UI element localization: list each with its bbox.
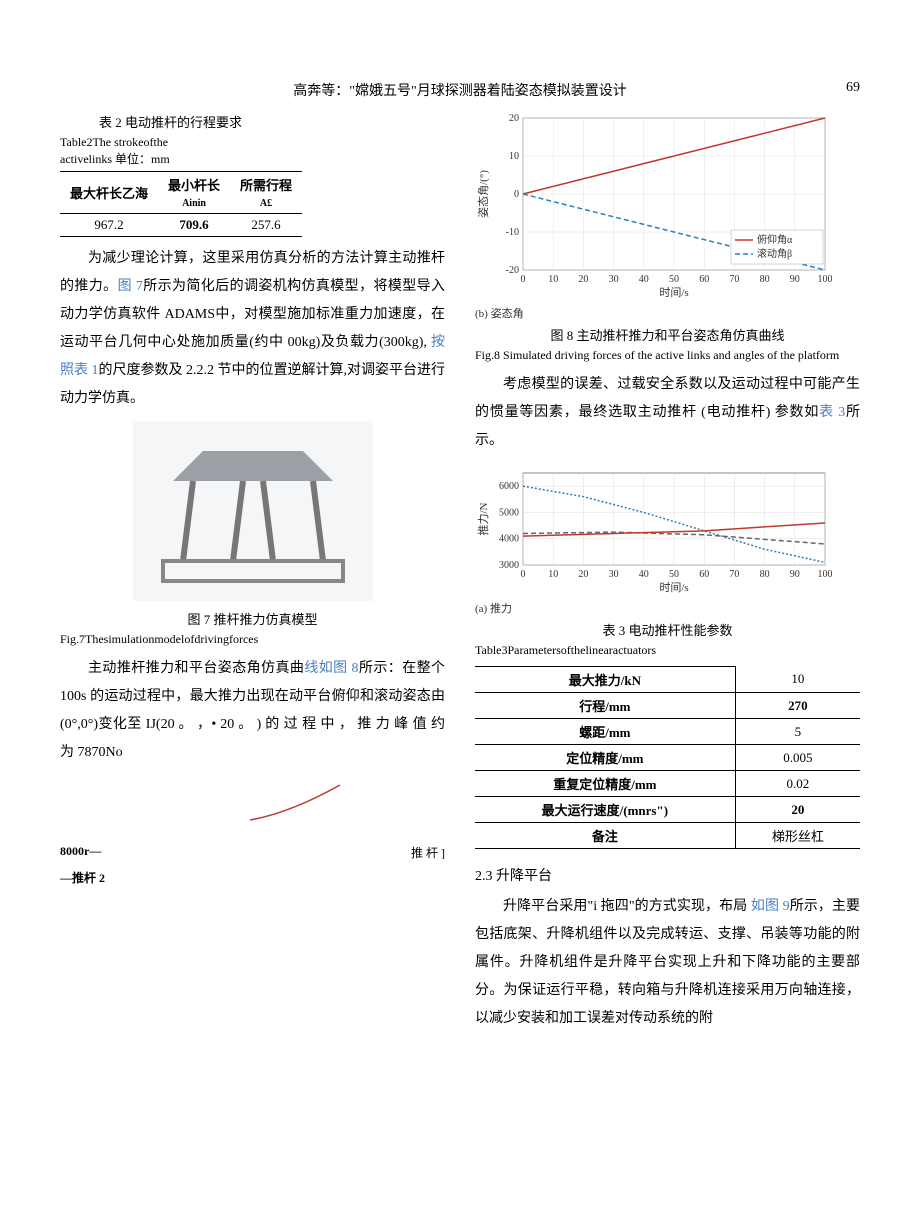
svg-text:4000: 4000: [499, 534, 519, 545]
fragment-labels: 8000r— 推 杆 ]: [60, 840, 445, 865]
right-para-2: 升降平台采用"i 拖四"的方式实现，布局 如图 9所示，主要包括底架、升降机组件…: [475, 893, 860, 1033]
svg-text:80: 80: [760, 274, 770, 285]
svg-text:滚动角β: 滚动角β: [757, 247, 792, 260]
svg-text:70: 70: [729, 569, 739, 580]
right-para-1: 考虑模型的误差、过载安全系数以及运动过程中可能产生的惯量等因素，最终选取主动推杆…: [475, 371, 860, 455]
fig8-caption-cn: 图 8 主动推杆推力和平台姿态角仿真曲线: [475, 325, 860, 344]
table2-h2: 最小杆长 Ainin: [158, 172, 230, 214]
chart-b-sublabel: (b) 姿态角: [475, 305, 860, 321]
table2-v3: 257.6: [230, 214, 302, 237]
svg-text:70: 70: [729, 274, 739, 285]
svg-text:90: 90: [790, 569, 800, 580]
svg-text:10: 10: [509, 151, 519, 162]
svg-text:-20: -20: [506, 265, 519, 276]
svg-text:时间/s: 时间/s: [659, 286, 688, 298]
table2-v2: 709.6: [158, 214, 230, 237]
page-number: 69: [846, 80, 860, 96]
table2-caption-en: Table2The strokeofthe activelinks 单位：mm: [60, 135, 180, 167]
right-column: 0102030405060708090100-20-1001020时间/s姿态角…: [475, 108, 860, 1041]
svg-text:60: 60: [699, 274, 709, 285]
fig7-link[interactable]: 图 7: [118, 279, 143, 294]
table2-caption-cn: 表 2 电动推杆的行程要求: [60, 112, 445, 131]
svg-text:3000: 3000: [499, 560, 519, 571]
svg-text:50: 50: [669, 569, 679, 580]
table2-v1: 967.2: [60, 214, 158, 237]
svg-text:50: 50: [669, 274, 679, 285]
chart-attitude-angle: 0 10 20 30 40 50 60 70 80 90 100 -20 -10 0 10 20 时间/s 姿态角…: [475, 108, 835, 298]
svg-text:推力/N: 推力/N: [476, 502, 490, 535]
svg-text:0: 0: [514, 189, 519, 200]
svg-text:90: 90: [790, 274, 800, 285]
left-para-2: 主动推杆推力和平台姿态角仿真曲线如图 8所示：在整个 100s 的运动过程中，最…: [60, 655, 445, 767]
svg-text:30: 30: [609, 274, 619, 285]
left-chart-fragment: [60, 775, 360, 835]
svg-text:80: 80: [760, 569, 770, 580]
chart-thrust: 0 10 20 30 40 50 60 70 80 90 100 3000 4000 5000 6000 时间…: [475, 463, 835, 593]
svg-text:30: 30: [609, 569, 619, 580]
svg-text:20: 20: [578, 274, 588, 285]
svg-text:6000: 6000: [499, 481, 519, 492]
left-column: 表 2 电动推杆的行程要求 Table2The strokeofthe acti…: [60, 108, 445, 1041]
svg-text:时间/s: 时间/s: [659, 581, 688, 593]
svg-text:姿态角/(°): 姿态角/(°): [477, 170, 490, 218]
svg-text:5000: 5000: [499, 507, 519, 518]
section-2-3-title: 2.3 升降平台: [475, 865, 860, 885]
table2-h1: 最大杆长乙海: [60, 172, 158, 214]
svg-text:100: 100: [818, 274, 833, 285]
svg-text:0: 0: [521, 274, 526, 285]
svg-text:10: 10: [548, 274, 558, 285]
svg-text:10: 10: [548, 569, 558, 580]
table3: 最大推力/kN10 行程/mm270 螺距/mm5 定位精度/mm0.005 重…: [475, 666, 860, 849]
fig7-caption-en: Fig.7Thesimulationmodelofdrivingforces: [60, 632, 445, 647]
table3-caption-en: Table3Parametersofthelinearactuators: [475, 643, 860, 658]
svg-text:100: 100: [818, 569, 833, 580]
fig7-caption-cn: 图 7 推杆推力仿真模型: [60, 609, 445, 628]
svg-text:40: 40: [639, 274, 649, 285]
svg-text:-10: -10: [506, 227, 519, 238]
svg-text:20: 20: [509, 113, 519, 124]
table2: 最大杆长乙海 最小杆长 Ainin 所需行程 A£ 967.2 709.6 25…: [60, 171, 302, 237]
table2-h3: 所需行程 A£: [230, 172, 302, 214]
table3-caption-cn: 表 3 电动推杆性能参数: [475, 620, 860, 639]
header-title: 高奔等："嫦娥五号"月球探测器着陆姿态模拟装置设计: [293, 84, 626, 99]
fig8-link[interactable]: 线如图 8: [304, 661, 358, 676]
svg-text:40: 40: [639, 569, 649, 580]
fragment-label-2: —推杆 2: [60, 869, 445, 886]
page-header: 高奔等："嫦娥五号"月球探测器着陆姿态模拟装置设计 69: [60, 80, 860, 100]
svg-text:0: 0: [521, 569, 526, 580]
chart-a-sublabel: (a) 推力: [475, 600, 860, 616]
table3-link[interactable]: 表 3: [819, 405, 845, 420]
svg-text:60: 60: [699, 569, 709, 580]
left-para-1: 为减少理论计算，这里采用仿真分析的方法计算主动推杆的推力。图 7所示为简化后的调…: [60, 245, 445, 413]
svg-text:俯仰角α: 俯仰角α: [757, 233, 793, 246]
fig9-link[interactable]: 如图 9: [751, 899, 790, 914]
fig8-caption-en: Fig.8 Simulated driving forces of the ac…: [475, 348, 860, 363]
svg-text:20: 20: [578, 569, 588, 580]
fig7-image: [133, 421, 373, 601]
